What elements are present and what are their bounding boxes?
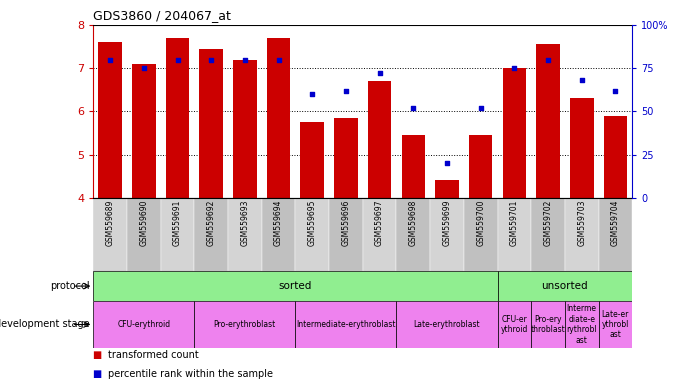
Text: GSM559689: GSM559689 (106, 200, 115, 246)
Bar (334, 118, 358, 198)
Bar (469, 135, 493, 198)
Bar (397, 198, 430, 271)
Bar (397, 301, 498, 348)
Bar (296, 301, 397, 348)
Bar (531, 301, 565, 348)
Text: GSM559704: GSM559704 (611, 200, 620, 247)
Text: Intermediate-erythroblast: Intermediate-erythroblast (296, 320, 396, 329)
Text: Pro-erythroblast: Pro-erythroblast (214, 320, 276, 329)
Bar (464, 198, 498, 271)
Text: sorted: sorted (278, 281, 312, 291)
Bar (301, 122, 324, 198)
Point (408, 105, 419, 111)
Bar (200, 49, 223, 198)
Bar (194, 198, 228, 271)
Point (206, 56, 217, 63)
Bar (502, 68, 526, 198)
Bar (127, 198, 160, 271)
Bar (498, 301, 531, 348)
Bar (93, 198, 127, 271)
Bar (93, 271, 498, 301)
Bar (228, 198, 262, 271)
Bar (598, 301, 632, 348)
Bar (498, 271, 632, 301)
Text: GSM559703: GSM559703 (577, 200, 586, 247)
Bar (93, 301, 194, 348)
Bar (435, 180, 459, 198)
Text: Late-er
ythrobl
ast: Late-er ythrobl ast (602, 310, 629, 339)
Bar (160, 198, 194, 271)
Text: GSM559700: GSM559700 (476, 200, 485, 247)
Point (576, 77, 587, 83)
Point (509, 65, 520, 71)
Bar (565, 198, 598, 271)
Text: GSM559693: GSM559693 (240, 200, 249, 247)
Bar (498, 198, 531, 271)
Point (104, 56, 115, 63)
Text: CFU-er
ythroid: CFU-er ythroid (501, 315, 528, 334)
Bar (132, 64, 155, 198)
Text: Late-erythroblast: Late-erythroblast (414, 320, 480, 329)
Bar (604, 116, 627, 198)
Bar (536, 45, 560, 198)
Bar (267, 38, 290, 198)
Text: ■: ■ (93, 350, 106, 360)
Text: GSM559695: GSM559695 (307, 200, 316, 247)
Bar (430, 198, 464, 271)
Bar (329, 198, 363, 271)
Text: GSM559690: GSM559690 (140, 200, 149, 247)
Bar (194, 301, 296, 348)
Text: unsorted: unsorted (542, 281, 588, 291)
Point (374, 70, 385, 76)
Point (542, 56, 553, 63)
Text: Interme
diate-e
rythrobl
ast: Interme diate-e rythrobl ast (567, 305, 597, 344)
Text: GSM559701: GSM559701 (510, 200, 519, 246)
Bar (401, 135, 425, 198)
Bar (166, 38, 189, 198)
Point (341, 88, 352, 94)
Point (442, 160, 453, 166)
Text: GSM559691: GSM559691 (173, 200, 182, 246)
Text: GSM559697: GSM559697 (375, 200, 384, 247)
Text: percentile rank within the sample: percentile rank within the sample (108, 369, 274, 379)
Text: transformed count: transformed count (108, 350, 199, 360)
Bar (368, 81, 391, 198)
Point (273, 56, 284, 63)
Bar (598, 198, 632, 271)
Text: GDS3860 / 204067_at: GDS3860 / 204067_at (93, 9, 231, 22)
Text: GSM559699: GSM559699 (442, 200, 451, 247)
Text: GSM559692: GSM559692 (207, 200, 216, 246)
Bar (233, 60, 256, 198)
Bar (98, 42, 122, 198)
Point (307, 91, 318, 97)
Text: development stage: development stage (0, 319, 90, 329)
Text: CFU-erythroid: CFU-erythroid (117, 320, 171, 329)
Text: GSM559702: GSM559702 (544, 200, 553, 246)
Point (138, 65, 149, 71)
Bar (570, 98, 594, 198)
Text: protocol: protocol (50, 281, 90, 291)
Text: GSM559696: GSM559696 (341, 200, 350, 247)
Point (475, 105, 486, 111)
Text: GSM559694: GSM559694 (274, 200, 283, 247)
Text: GSM559698: GSM559698 (409, 200, 418, 246)
Bar (565, 301, 598, 348)
Bar (363, 198, 397, 271)
Point (239, 56, 250, 63)
Point (610, 88, 621, 94)
Text: Pro-ery
throblast: Pro-ery throblast (531, 315, 565, 334)
Bar (262, 198, 296, 271)
Bar (531, 198, 565, 271)
Point (172, 56, 183, 63)
Text: ■: ■ (93, 369, 106, 379)
Bar (296, 198, 329, 271)
